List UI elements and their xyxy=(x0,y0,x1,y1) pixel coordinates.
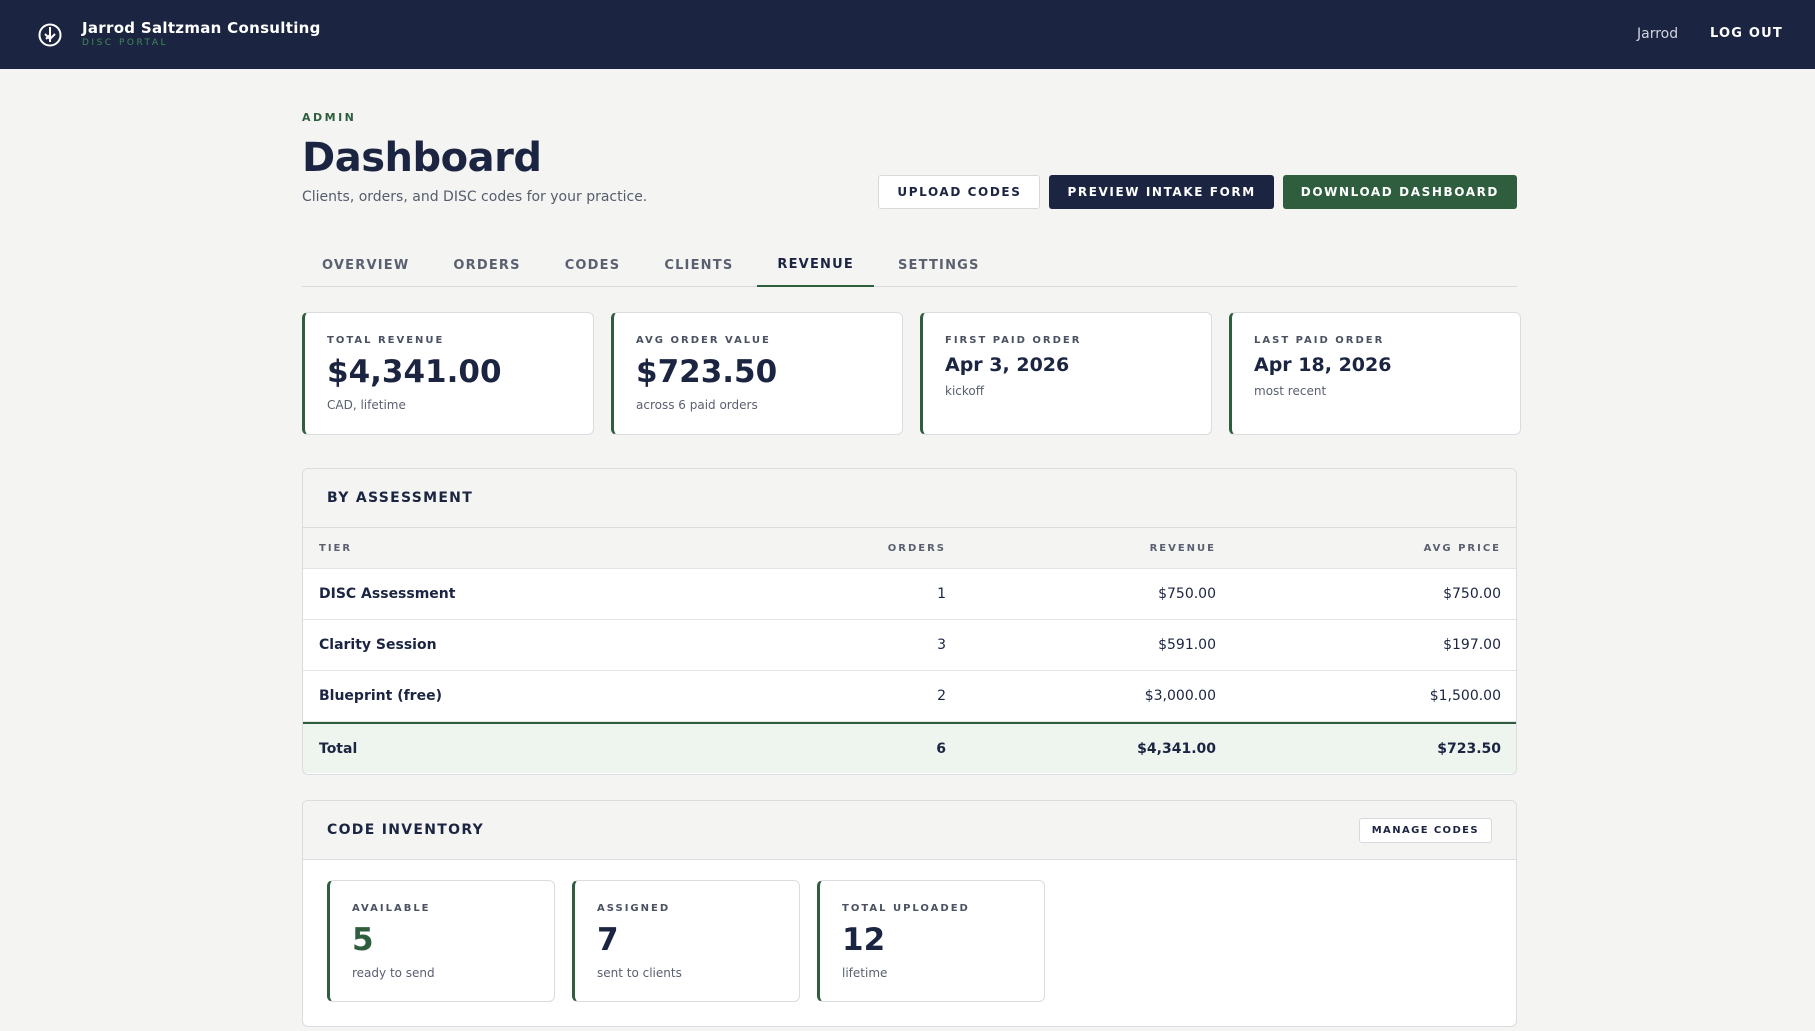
stat-card: TOTAL REVENUE $4,341.00 CAD, lifetime xyxy=(302,312,594,435)
stat-note: most recent xyxy=(1254,384,1327,398)
table-cell: 3 xyxy=(937,637,946,653)
inventory-cards: AVAILABLE 5 ready to send ASSIGNED 7 sent to … xyxy=(303,860,1516,1022)
column-header: REVENUE xyxy=(1149,542,1216,554)
stat-label: ASSIGNED xyxy=(597,903,671,914)
tab[interactable]: SETTINGS xyxy=(897,257,980,273)
total-row: Total 6 $4,341.00 $723.50 xyxy=(303,722,1516,773)
tab[interactable]: ORDERS xyxy=(453,257,521,273)
table-cell: Blueprint (free) xyxy=(319,688,442,704)
panel-header: CODE INVENTORY MANAGE CODES xyxy=(303,801,1516,860)
inventory-panel: CODE INVENTORY MANAGE CODES AVAILABLE 5 rea… xyxy=(302,800,1517,1027)
stat-label: LAST PAID ORDER xyxy=(1254,335,1385,346)
stat-value: Apr 18, 2026 xyxy=(1254,354,1392,376)
table-cell: $1,500.00 xyxy=(1429,688,1501,704)
total-cell: 6 xyxy=(936,740,946,757)
brand-subtitle: DISC PORTAL xyxy=(82,38,169,48)
table-cell: $750.00 xyxy=(1158,586,1216,602)
column-header: AVG PRICE xyxy=(1423,542,1501,554)
stat-note: kickoff xyxy=(945,384,985,398)
stat-card: AVAILABLE 5 ready to send xyxy=(327,880,555,1002)
table-cell: $3,000.00 xyxy=(1144,688,1216,704)
stat-value: 12 xyxy=(842,922,886,958)
stat-card: LAST PAID ORDER Apr 18, 2026 most recent xyxy=(1229,312,1521,435)
table-row: Clarity Session 3 $591.00 $197.00 xyxy=(303,620,1516,671)
table-row: Blueprint (free) 2 $3,000.00 $1,500.00 xyxy=(303,671,1516,722)
table-cell: $750.00 xyxy=(1443,586,1501,602)
stat-label: TOTAL UPLOADED xyxy=(842,903,970,914)
stat-card: FIRST PAID ORDER Apr 3, 2026 kickoff xyxy=(920,312,1212,435)
stat-note: lifetime xyxy=(842,966,888,980)
stat-value: $4,341.00 xyxy=(327,354,502,390)
stat-value: 7 xyxy=(597,922,619,958)
tab[interactable]: CODES xyxy=(564,257,621,273)
table-cell: DISC Assessment xyxy=(319,586,456,602)
stat-note: across 6 paid orders xyxy=(636,398,758,412)
navbar: Jarrod Saltzman Consulting DISC PORTAL J… xyxy=(0,0,1815,69)
brand: Jarrod Saltzman Consulting xyxy=(82,19,321,37)
actions: UPLOAD CODES PREVIEW INTAKE FORM DOWNLOAD … xyxy=(878,175,1517,209)
stat-note: CAD, lifetime xyxy=(327,398,406,412)
button[interactable]: PREVIEW INTAKE FORM xyxy=(1049,175,1274,209)
stat-card: TOTAL UPLOADED 12 lifetime xyxy=(817,880,1045,1002)
user-name: Jarrod xyxy=(1637,26,1679,42)
table-cell: Clarity Session xyxy=(319,637,437,653)
stat-card: AVG ORDER VALUE $723.50 across 6 paid orde… xyxy=(611,312,903,435)
stat-value: Apr 3, 2026 xyxy=(945,354,1070,376)
page-subtitle: Clients, orders, and DISC codes for your… xyxy=(302,189,648,205)
panel-title: BY ASSESSMENT xyxy=(303,469,1516,528)
tabs: OVERVIEW ORDERS CODES CLIENTS REVENUE SETTING… xyxy=(302,243,1517,287)
eyebrow: ADMIN xyxy=(302,111,357,124)
stat-note: ready to send xyxy=(352,966,435,980)
stat-card: ASSIGNED 7 sent to clients xyxy=(572,880,800,1002)
table-header: TIER ORDERS REVENUE AVG PRICE xyxy=(303,528,1516,569)
stat-label: AVG ORDER VALUE xyxy=(636,335,771,346)
table-cell: 1 xyxy=(937,586,946,602)
table-cell: 2 xyxy=(937,688,946,704)
stat-label: FIRST PAID ORDER xyxy=(945,335,1082,346)
page-title: Dashboard xyxy=(302,135,542,181)
tab[interactable]: CLIENTS xyxy=(664,257,734,273)
manage-button[interactable]: MANAGE CODES xyxy=(1358,817,1492,843)
table-row: DISC Assessment 1 $750.00 $750.00 xyxy=(303,569,1516,620)
table-cell: $197.00 xyxy=(1443,637,1501,653)
panel-title: CODE INVENTORY xyxy=(327,822,485,838)
tab[interactable]: REVENUE xyxy=(757,243,874,287)
tab[interactable]: OVERVIEW xyxy=(322,257,410,273)
logo xyxy=(38,23,62,47)
stat-label: TOTAL REVENUE xyxy=(327,335,445,346)
column-header: TIER xyxy=(319,542,353,554)
button[interactable]: UPLOAD CODES xyxy=(878,175,1041,209)
total-cell: Total xyxy=(319,740,358,757)
logout[interactable]: LOG OUT xyxy=(1710,26,1783,41)
assessment-panel: BY ASSESSMENT TIER ORDERS REVENUE AVG PRICE… xyxy=(302,468,1517,775)
total-cell: $4,341.00 xyxy=(1137,740,1216,757)
table-cell: $591.00 xyxy=(1158,637,1216,653)
stat-value: 5 xyxy=(352,922,374,958)
kpi-row: TOTAL REVENUE $4,341.00 CAD, lifetime AVG O… xyxy=(302,312,1521,435)
stat-value: $723.50 xyxy=(636,354,778,390)
column-header: ORDERS xyxy=(887,542,946,554)
button[interactable]: DOWNLOAD DASHBOARD xyxy=(1282,175,1517,209)
stat-note: sent to clients xyxy=(597,966,682,980)
total-cell: $723.50 xyxy=(1437,740,1501,757)
stat-label: AVAILABLE xyxy=(352,903,431,914)
